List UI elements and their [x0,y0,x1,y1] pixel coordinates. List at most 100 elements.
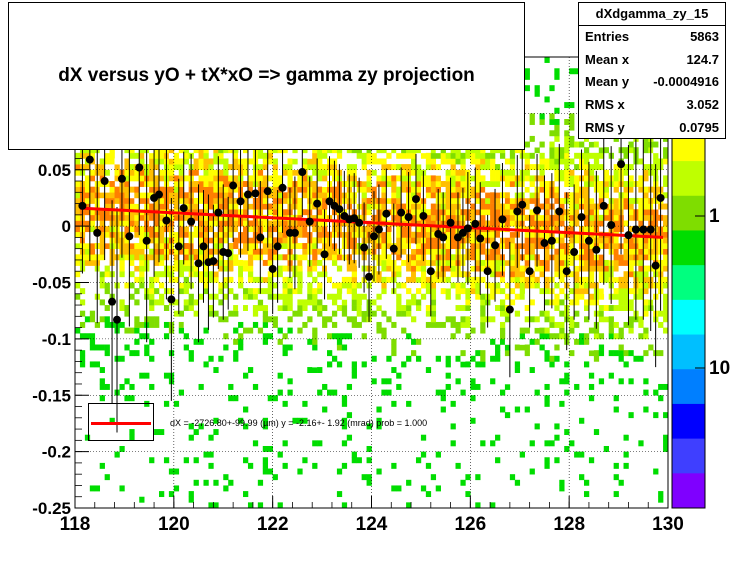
heatmap-cell [401,327,407,334]
heatmap-cell [519,451,525,458]
data-point [525,267,534,276]
heatmap-cell [539,344,545,351]
heatmap-cell [104,474,110,481]
heatmap-cell [134,316,140,323]
heatmap-cell [480,259,486,266]
heatmap-cell [564,130,570,137]
heatmap-cell [149,321,155,328]
heatmap-cell [213,248,219,255]
heatmap-cell [480,355,486,362]
heatmap-cell [193,197,199,204]
heatmap-cell [425,243,432,249]
heatmap-cell [173,276,180,283]
heatmap-cell [129,192,135,199]
heatmap-cell [470,158,476,165]
heatmap-cell [495,305,501,311]
data-point [162,216,171,225]
heatmap-cell [99,248,105,255]
heatmap-cell [480,152,486,159]
heatmap-cell [579,333,585,340]
heatmap-cell [559,485,565,492]
heatmap-cell [75,231,81,238]
heatmap-cell [663,445,669,452]
heatmap-cell [524,344,530,351]
heatmap-cell [331,254,338,261]
heatmap-cell [75,214,81,221]
heatmap-cell [297,310,303,317]
heatmap-cell [411,254,417,261]
heatmap-cell [411,169,417,176]
heatmap-cell [109,181,115,187]
heatmap-cell [163,321,170,328]
heatmap-cell [529,186,535,193]
heatmap-cell [529,243,535,249]
heatmap-cell [658,491,664,498]
heatmap-cell [475,502,481,509]
heatmap-cell [317,265,323,272]
heatmap-cell [84,226,91,233]
heatmap-cell [386,378,392,385]
heatmap-cell [272,321,278,328]
heatmap-cell [564,429,570,436]
heatmap-cell [460,152,466,159]
heatmap-cell [203,254,209,261]
heatmap-cell [598,333,605,340]
heatmap-cell [618,293,624,300]
heatmap-cell [559,327,565,334]
heatmap-cell [554,457,560,464]
heatmap-cell [371,355,377,362]
heatmap-cell [396,310,402,317]
heatmap-cell [341,276,348,283]
heatmap-cell [213,367,219,373]
heatmap-cell [554,344,560,351]
heatmap-cell [183,259,189,266]
heatmap-cell [514,344,521,351]
heatmap-cell [588,248,595,255]
data-point [108,297,117,306]
heatmap-cell [84,152,91,159]
heatmap-cell [663,265,669,272]
heatmap-cell [223,344,229,351]
heatmap-cell [495,147,501,154]
heatmap-cell [139,496,145,503]
x-tick-label: 122 [257,514,289,535]
heatmap-cell [499,333,506,340]
heatmap-cell [623,147,629,154]
heatmap-cell [401,181,407,187]
heatmap-cell [460,158,466,165]
heatmap-cell [411,203,417,210]
heatmap-cell [267,158,273,165]
heatmap-cell [178,321,185,328]
heatmap-cell [154,288,160,295]
heatmap-cell [307,288,313,295]
heatmap-cell [327,333,333,340]
heatmap-cell [495,248,501,255]
heatmap-cell [509,181,516,187]
heatmap-cell [139,231,145,238]
x-tick-label: 130 [652,514,684,535]
heatmap-cell [99,226,105,233]
heatmap-cell [445,231,451,238]
heatmap-cell [415,192,422,199]
heatmap-cell [267,203,273,210]
heatmap-cell [79,288,86,295]
heatmap-cell [598,350,605,357]
heatmap-cell [183,214,189,221]
heatmap-cell [287,276,293,283]
heatmap-cell [470,209,476,216]
heatmap-cell [154,152,160,159]
heatmap-cell [470,243,476,249]
heatmap-cell [396,147,402,154]
heatmap-cell [84,147,91,154]
heatmap-cell [159,226,165,233]
heatmap-cell [336,468,343,475]
heatmap-cell [495,175,501,182]
heatmap-cell [381,248,387,255]
heatmap-cell [564,181,570,187]
heatmap-cell [554,355,560,362]
data-point [268,264,277,273]
heatmap-cell [559,321,565,328]
heatmap-cell [79,333,86,340]
heatmap-cell [603,175,609,182]
heatmap-cell [579,282,585,289]
